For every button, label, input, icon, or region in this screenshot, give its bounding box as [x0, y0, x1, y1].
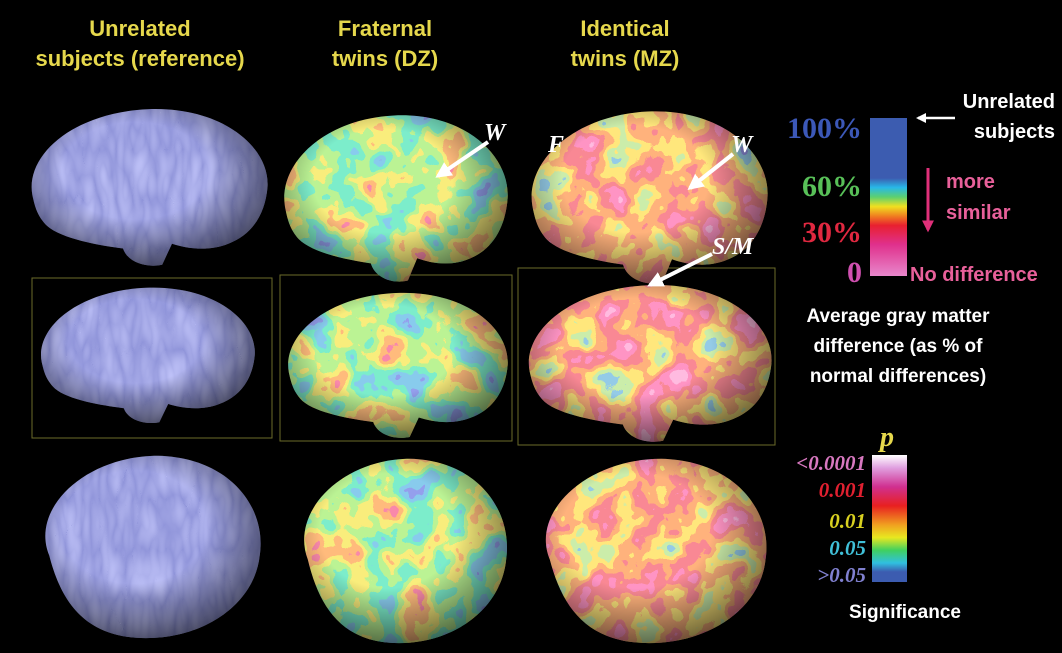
column-header: subjects (reference) [35, 46, 244, 71]
brain-image [545, 458, 767, 644]
colorbar [872, 455, 907, 582]
annotation-arrow [647, 252, 713, 287]
brain-image [45, 455, 261, 639]
column-header: Unrelated [89, 16, 190, 41]
annotation: S/M [712, 234, 755, 260]
colorbar-label: 100% [787, 112, 862, 145]
note: No difference [910, 264, 1038, 286]
colorbar-label: >0.05 [817, 563, 866, 587]
column-header: Identical [580, 16, 669, 41]
colorbar-label: <0.0001 [796, 451, 866, 475]
colorbar-title: p [878, 422, 894, 453]
annotation: W [731, 132, 754, 158]
note: more [946, 171, 995, 193]
annotation-arrow [687, 152, 735, 190]
image-frame [31, 277, 273, 439]
column-header: twins (DZ) [332, 46, 438, 71]
annotation: W [484, 120, 507, 146]
caption: Average gray matter [806, 306, 990, 327]
brain-image [31, 109, 268, 266]
note: similar [946, 202, 1011, 224]
colorbar-label: 30% [802, 216, 862, 249]
colorbar-label: 0.05 [829, 536, 866, 560]
colorbar-label: 60% [802, 170, 862, 203]
note: subjects [974, 121, 1055, 143]
caption: Significance [849, 602, 961, 623]
note: Unrelated [963, 91, 1055, 113]
colorbar [870, 118, 907, 276]
annotation: F [547, 132, 564, 158]
colorbar-label: 0.001 [819, 478, 866, 502]
column-header: Fraternal [338, 16, 432, 41]
caption: difference (as % of [814, 336, 984, 357]
brain-image [304, 458, 508, 644]
caption: normal differences) [810, 366, 986, 387]
column-header: twins (MZ) [571, 46, 680, 71]
colorbar-label: 0 [847, 256, 862, 289]
annotation-arrow [435, 140, 490, 178]
colorbar-label: 0.01 [829, 509, 866, 533]
